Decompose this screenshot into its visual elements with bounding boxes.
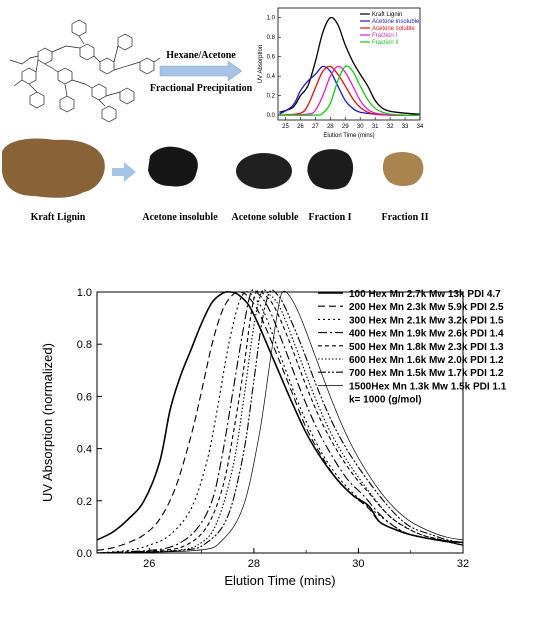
main-y-tick-label: 0.4 <box>77 444 92 456</box>
inset-x-tick-label: 31 <box>372 124 379 130</box>
inset-y-axis-label: UV Absorption <box>258 45 264 83</box>
sample-label-kraft-lignin: Kraft Lignin <box>31 212 86 223</box>
arrow-top-label: Hexane/Acetone <box>166 50 236 61</box>
process-arrow-right <box>112 162 136 182</box>
inset-x-tick-label: 30 <box>357 124 364 130</box>
inset-y-tick-label: 0.2 <box>267 94 276 100</box>
arrow-bottom-label: Fractional Precipitation <box>150 83 253 94</box>
inset-legend-entry: Acetone insoluble <box>372 19 420 25</box>
main-y-tick-label: 0.6 <box>77 391 92 403</box>
sample-label-acetone-soluble: Acetone soluble <box>232 212 300 223</box>
sample-photo-acetone-soluble <box>236 153 292 189</box>
sample-photo-acetone-insoluble <box>148 146 198 187</box>
inset-y-tick-label: 1.0 <box>267 16 276 22</box>
main-plot-frame <box>96 291 464 554</box>
main-legend-entry: 300 Hex Mn 2.1k Mw 3.2k PDI 1.5 <box>349 315 504 326</box>
inset-legend-entry: Fraction II <box>372 40 399 46</box>
sample-label-fraction-i: Fraction I <box>308 212 351 223</box>
main-legend-note: k= 1000 (g/mol) <box>349 395 422 406</box>
main-y-tick-label: 0.8 <box>77 339 92 351</box>
inset-legend-entry: Fraction I <box>372 33 397 39</box>
main-series-line-7 <box>96 289 464 554</box>
inset-y-tick-label: 0.0 <box>267 113 276 119</box>
main-legend-entry: 100 Hex Mn 2.7k Mw 13k PDI 4.7 <box>349 289 501 300</box>
inset-x-tick-label: 25 <box>282 124 289 130</box>
main-legend-entry: 400 Hex Mn 1.9k Mw 2.6k PDI 1.4 <box>349 329 504 340</box>
main-legend-entry: 500 Hex Mn 1.8k Mw 2.3k PDI 1.3 <box>349 342 504 353</box>
sample-label-fraction-ii: Fraction II <box>382 212 429 223</box>
sample-photos <box>2 138 424 198</box>
sample-photo-fraction-ii <box>382 152 424 186</box>
main-series-line-2 <box>96 291 464 551</box>
main-y-axis-label: UV Absorption (normalized) <box>40 343 55 502</box>
inset-plot-frame <box>277 7 421 121</box>
sample-photo-fraction-i <box>307 149 354 190</box>
inset-legend-entry: Acetone soluble <box>372 26 415 32</box>
sample-photo-kraft-lignin <box>2 138 105 198</box>
main-x-tick-label: 28 <box>248 558 260 570</box>
main-legend-entry: 600 Hex Mn 1.6k Mw 2.0k PDI 1.2 <box>349 355 504 366</box>
inset-series-line-5 <box>279 65 421 116</box>
inset-series-line-2 <box>279 65 420 116</box>
main-series-line-8 <box>96 290 464 554</box>
main-legend-entry: 1500Hex Mn 1.3k Mw 1.5k PDI 1.1 <box>349 381 507 392</box>
inset-x-tick-label: 33 <box>402 124 409 130</box>
main-y-tick-label: 1.0 <box>77 287 92 299</box>
main-y-tick-label: 0.0 <box>77 548 92 560</box>
inset-chart: 25 26 27 28 29 30 31 32 33 34 0.0 0.2 0.4 0.6 0.8 1.0 El… <box>258 7 424 139</box>
inset-x-tick-label: 34 <box>417 124 424 130</box>
inset-x-tick-label: 28 <box>327 124 334 130</box>
main-legend-entry: 200 Hex Mn 2.3k Mw 5.9k PDI 2.5 <box>349 302 504 313</box>
main-chart: 26 28 30 32 0.0 0.2 0.4 0.6 0.8 1.0 Elution Time (… <box>40 287 507 588</box>
inset-series-line-4 <box>279 65 421 116</box>
lignin-structure-drawing <box>9 19 161 123</box>
inset-y-tick-label: 0.6 <box>267 55 276 61</box>
inset-legend-entry: Kraft Lignin <box>372 12 402 18</box>
main-x-tick-label: 32 <box>457 558 469 570</box>
sample-label-acetone-insoluble: Acetone insoluble <box>142 212 218 223</box>
main-y-tick-label: 0.2 <box>77 496 92 508</box>
main-series-line-4 <box>96 288 464 554</box>
inset-x-tick-label: 29 <box>342 124 349 130</box>
inset-x-tick-label: 27 <box>312 124 319 130</box>
inset-series-line-3 <box>279 65 421 116</box>
main-x-tick-label: 30 <box>352 558 364 570</box>
inset-x-tick-label: 32 <box>387 124 394 130</box>
inset-y-tick-label: 0.8 <box>267 35 276 41</box>
inset-series-line-1 <box>279 16 421 115</box>
main-legend-entry: 700 Hex Mn 1.5k Mw 1.7k PDI 1.2 <box>349 368 504 379</box>
inset-x-axis-label: Elution Time (mins) <box>323 133 374 139</box>
main-x-axis-label: Elution Time (mins) <box>224 573 335 588</box>
inset-y-tick-label: 0.4 <box>267 74 276 80</box>
fractionation-arrow <box>159 60 243 82</box>
main-series-line-5 <box>96 290 464 554</box>
main-x-tick-label: 26 <box>143 558 155 570</box>
inset-x-tick-label: 26 <box>297 124 304 130</box>
main-series-line-6 <box>96 289 464 554</box>
